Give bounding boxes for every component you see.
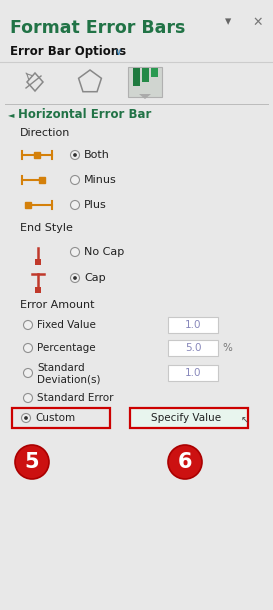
Text: Deviation(s): Deviation(s): [37, 374, 100, 384]
FancyBboxPatch shape: [168, 340, 218, 356]
Text: No Cap: No Cap: [84, 247, 124, 257]
Text: ✕: ✕: [253, 15, 263, 29]
Circle shape: [73, 276, 77, 280]
Circle shape: [70, 248, 79, 256]
Text: 1.0: 1.0: [185, 368, 201, 378]
Circle shape: [73, 153, 77, 157]
Circle shape: [70, 201, 79, 209]
Text: ▾: ▾: [225, 15, 231, 29]
Text: Standard Error: Standard Error: [37, 393, 114, 403]
Text: Direction: Direction: [20, 128, 70, 138]
FancyBboxPatch shape: [168, 317, 218, 333]
FancyBboxPatch shape: [35, 259, 41, 265]
Circle shape: [23, 393, 32, 403]
Text: Percentage: Percentage: [37, 343, 96, 353]
Text: Plus: Plus: [84, 200, 107, 210]
FancyBboxPatch shape: [35, 287, 41, 293]
Text: Format Error Bars: Format Error Bars: [10, 19, 185, 37]
Circle shape: [15, 445, 49, 479]
FancyBboxPatch shape: [150, 68, 158, 77]
Text: Minus: Minus: [84, 175, 117, 185]
Text: End Style: End Style: [20, 223, 73, 233]
Text: Error Amount: Error Amount: [20, 300, 94, 310]
FancyBboxPatch shape: [168, 365, 218, 381]
Text: Custom: Custom: [35, 413, 75, 423]
Text: Standard: Standard: [37, 363, 85, 373]
Text: Horizontal Error Bar: Horizontal Error Bar: [18, 109, 151, 121]
Circle shape: [23, 320, 32, 329]
FancyBboxPatch shape: [128, 67, 162, 97]
Text: Both: Both: [84, 150, 110, 160]
FancyBboxPatch shape: [141, 68, 149, 82]
FancyBboxPatch shape: [130, 408, 248, 428]
Circle shape: [70, 176, 79, 184]
FancyBboxPatch shape: [132, 68, 140, 86]
Circle shape: [70, 151, 79, 159]
Text: Error Bar Options: Error Bar Options: [10, 46, 126, 59]
Text: 1.0: 1.0: [185, 320, 201, 330]
Circle shape: [168, 445, 202, 479]
Text: 5: 5: [25, 452, 39, 472]
Polygon shape: [139, 94, 151, 99]
Text: ∨: ∨: [115, 47, 122, 57]
Circle shape: [24, 416, 28, 420]
Text: Specify Value: Specify Value: [151, 413, 221, 423]
Text: 5.0: 5.0: [185, 343, 201, 353]
Text: %: %: [222, 343, 232, 353]
Text: 6: 6: [178, 452, 192, 472]
Text: ◄: ◄: [8, 110, 14, 120]
Circle shape: [23, 368, 32, 378]
Text: ↖: ↖: [241, 415, 249, 425]
Text: Cap: Cap: [84, 273, 106, 283]
Circle shape: [23, 343, 32, 353]
Text: Fixed Value: Fixed Value: [37, 320, 96, 330]
Circle shape: [70, 273, 79, 282]
Circle shape: [22, 414, 31, 423]
